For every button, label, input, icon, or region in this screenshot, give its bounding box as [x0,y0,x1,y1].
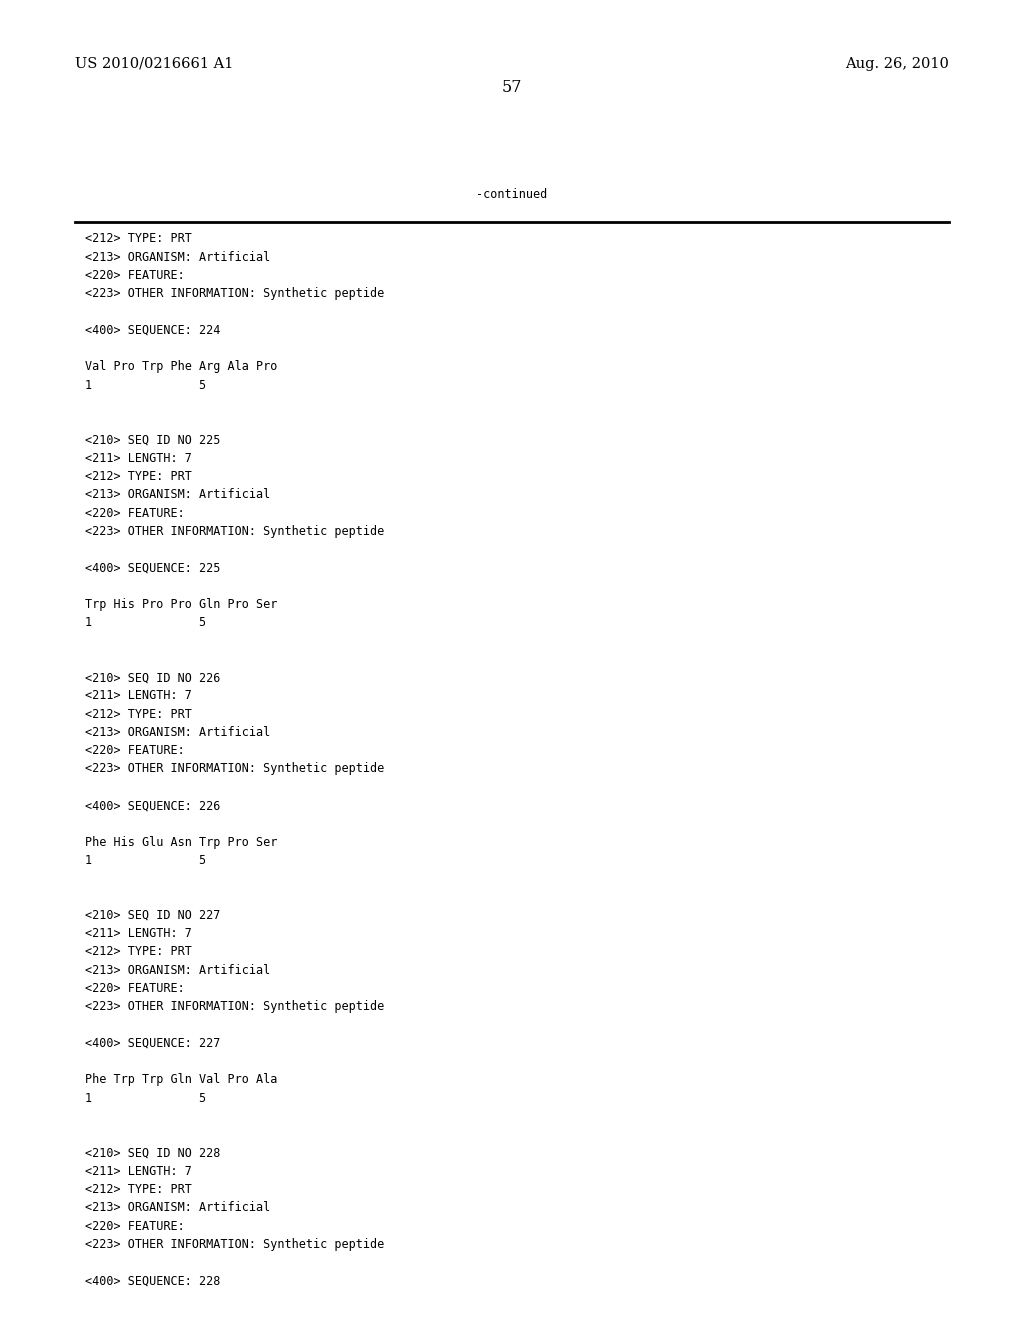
Text: <210> SEQ ID NO 226: <210> SEQ ID NO 226 [85,671,220,684]
Text: <212> TYPE: PRT: <212> TYPE: PRT [85,232,191,246]
Text: <223> OTHER INFORMATION: Synthetic peptide: <223> OTHER INFORMATION: Synthetic pepti… [85,288,384,300]
Text: Val Pro Trp Phe Arg Ala Pro: Val Pro Trp Phe Arg Ala Pro [85,360,278,374]
Text: -continued: -continued [476,187,548,201]
Text: <211> LENGTH: 7: <211> LENGTH: 7 [85,689,191,702]
Text: <223> OTHER INFORMATION: Synthetic peptide: <223> OTHER INFORMATION: Synthetic pepti… [85,525,384,537]
Text: Trp His Pro Pro Gln Pro Ser: Trp His Pro Pro Gln Pro Ser [85,598,278,611]
Text: <223> OTHER INFORMATION: Synthetic peptide: <223> OTHER INFORMATION: Synthetic pepti… [85,1001,384,1014]
Text: <211> LENGTH: 7: <211> LENGTH: 7 [85,451,191,465]
Text: <223> OTHER INFORMATION: Synthetic peptide: <223> OTHER INFORMATION: Synthetic pepti… [85,1238,384,1251]
Text: <213> ORGANISM: Artificial: <213> ORGANISM: Artificial [85,964,270,977]
Text: <213> ORGANISM: Artificial: <213> ORGANISM: Artificial [85,1201,270,1214]
Text: <213> ORGANISM: Artificial: <213> ORGANISM: Artificial [85,251,270,264]
Text: <210> SEQ ID NO 228: <210> SEQ ID NO 228 [85,1146,220,1159]
Text: 1               5: 1 5 [85,1092,206,1105]
Text: <212> TYPE: PRT: <212> TYPE: PRT [85,708,191,721]
Text: <211> LENGTH: 7: <211> LENGTH: 7 [85,1164,191,1177]
Text: 1               5: 1 5 [85,379,206,392]
Text: 57: 57 [502,79,522,96]
Text: Phe Trp Trp Gln Val Pro Ala: Phe Trp Trp Gln Val Pro Ala [85,1073,278,1086]
Text: 1               5: 1 5 [85,616,206,630]
Text: <211> LENGTH: 7: <211> LENGTH: 7 [85,927,191,940]
Text: <213> ORGANISM: Artificial: <213> ORGANISM: Artificial [85,488,270,502]
Text: Aug. 26, 2010: Aug. 26, 2010 [846,57,949,71]
Text: <210> SEQ ID NO 225: <210> SEQ ID NO 225 [85,433,220,446]
Text: <220> FEATURE:: <220> FEATURE: [85,982,184,995]
Text: <213> ORGANISM: Artificial: <213> ORGANISM: Artificial [85,726,270,739]
Text: <223> OTHER INFORMATION: Synthetic peptide: <223> OTHER INFORMATION: Synthetic pepti… [85,763,384,775]
Text: <212> TYPE: PRT: <212> TYPE: PRT [85,1183,191,1196]
Text: <210> SEQ ID NO 227: <210> SEQ ID NO 227 [85,908,220,921]
Text: US 2010/0216661 A1: US 2010/0216661 A1 [75,57,233,71]
Text: <400> SEQUENCE: 227: <400> SEQUENCE: 227 [85,1036,220,1049]
Text: 1               5: 1 5 [85,854,206,867]
Text: <400> SEQUENCE: 224: <400> SEQUENCE: 224 [85,323,220,337]
Text: <220> FEATURE:: <220> FEATURE: [85,1220,184,1233]
Text: <220> FEATURE:: <220> FEATURE: [85,269,184,282]
Text: <220> FEATURE:: <220> FEATURE: [85,744,184,758]
Text: Phe His Glu Asn Trp Pro Ser: Phe His Glu Asn Trp Pro Ser [85,836,278,849]
Text: <212> TYPE: PRT: <212> TYPE: PRT [85,945,191,958]
Text: <400> SEQUENCE: 228: <400> SEQUENCE: 228 [85,1274,220,1287]
Text: <400> SEQUENCE: 226: <400> SEQUENCE: 226 [85,799,220,812]
Text: <220> FEATURE:: <220> FEATURE: [85,507,184,520]
Text: <400> SEQUENCE: 225: <400> SEQUENCE: 225 [85,561,220,574]
Text: <212> TYPE: PRT: <212> TYPE: PRT [85,470,191,483]
